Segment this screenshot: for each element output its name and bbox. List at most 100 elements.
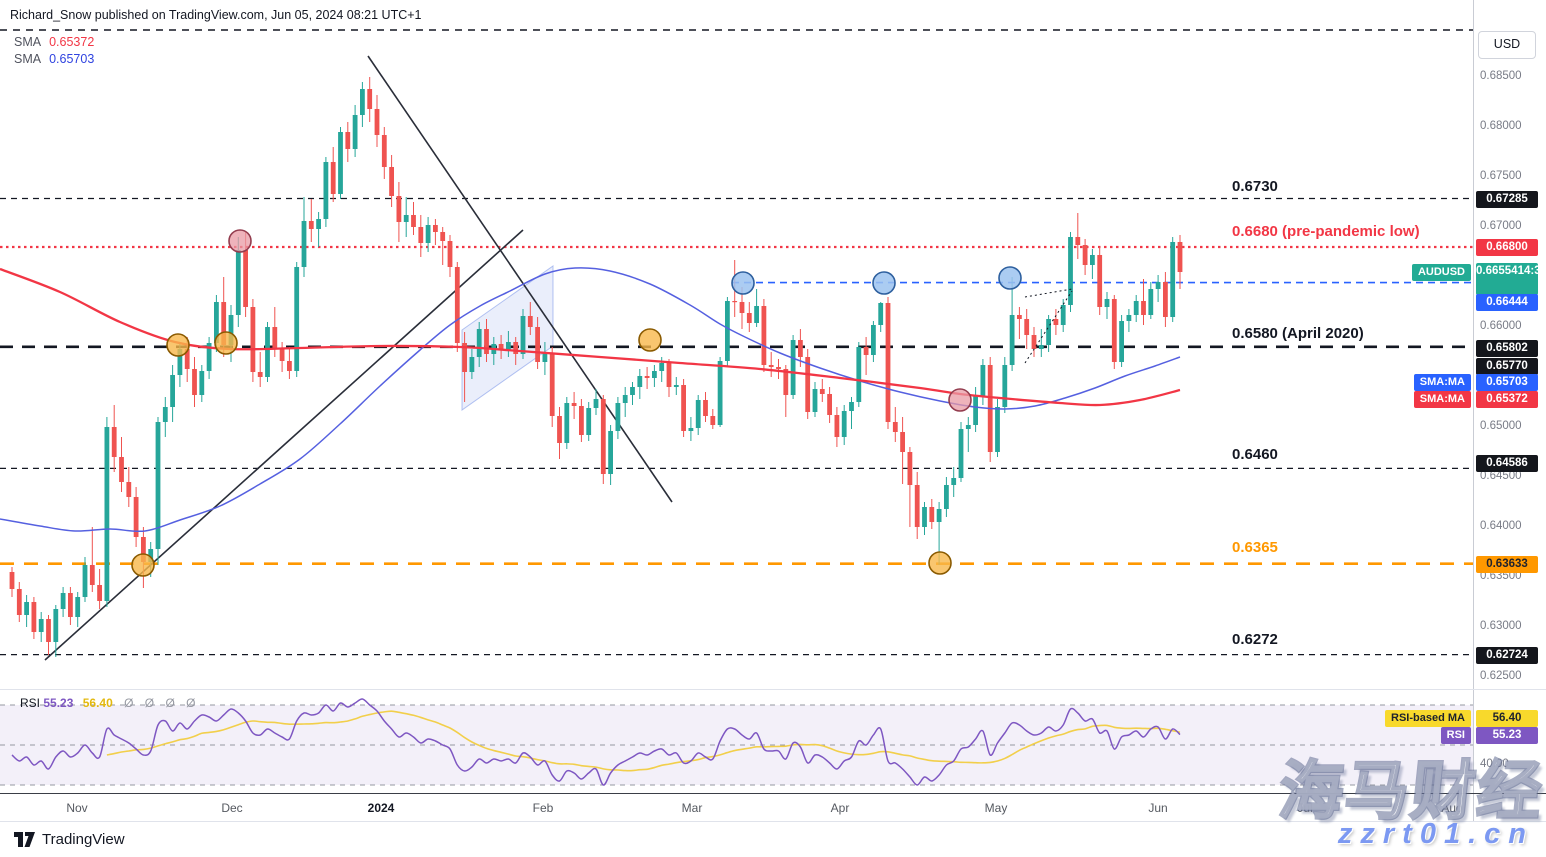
series-tag-SMA:MA: SMA:MA (1413, 374, 1471, 391)
candle-body (89, 565, 95, 585)
candle-body (520, 316, 526, 354)
month-label-May: May (984, 801, 1008, 815)
candle-body (308, 221, 314, 229)
rsi-ma-line (106, 710, 1181, 772)
candle-body (454, 267, 460, 343)
candle-body (936, 509, 942, 522)
axis-badge-0.65770: 0.65770 (1476, 358, 1538, 375)
candle-body (53, 609, 59, 642)
candle-body (608, 431, 613, 474)
tradingview-logo-icon (14, 832, 35, 847)
month-label-Jun: Jun (1148, 801, 1168, 815)
candle-body (841, 411, 847, 437)
badge-price: 0.63633 (1486, 558, 1528, 570)
axis-badge-0.66444: 0.66444 (1476, 294, 1538, 311)
month-label-2024: 2024 (367, 801, 395, 815)
candle-body (31, 602, 37, 632)
candle-body (170, 375, 175, 407)
trendline-1 (44, 229, 524, 661)
series-tag-SMA:MA: SMA:MA (1413, 391, 1471, 408)
candle-body (301, 221, 307, 267)
event-circle-orange (166, 333, 190, 357)
candle-body (703, 400, 708, 416)
candle-body (1097, 255, 1103, 307)
currency-unit-button[interactable]: USD (1478, 31, 1536, 59)
rsi-value: 55.23 (43, 696, 74, 710)
sma1-label: SMA (14, 35, 42, 49)
candle-body (97, 585, 102, 601)
candle-body (1060, 305, 1066, 325)
candle-body (24, 602, 29, 615)
candle-body (579, 406, 584, 435)
candle-body (374, 109, 380, 135)
axis-badge-0.66554: 0.6655414:38:41 (1476, 263, 1546, 295)
price-tick-0.62500: 0.62500 (1480, 670, 1522, 682)
badge-price: 0.66800 (1486, 241, 1528, 253)
axis-badge-0.67285: 0.67285 (1476, 191, 1538, 208)
axis-badge-0.65372: 0.65372 (1476, 391, 1538, 408)
candle-body (184, 349, 190, 369)
candle-body (367, 89, 373, 109)
price-tick-0.63500: 0.63500 (1480, 570, 1522, 582)
candle-body (593, 399, 599, 408)
indicator-legend[interactable]: SMA 0.65372 SMA 0.65703 (14, 34, 94, 68)
sma2-value: 0.65703 (49, 52, 95, 66)
candle-body (768, 365, 774, 367)
sma-legend-row-1: SMA 0.65372 (14, 34, 94, 51)
candle-body (695, 400, 701, 428)
candle-body (104, 427, 110, 601)
candle-body (316, 219, 321, 229)
panel-separator[interactable] (0, 689, 1546, 690)
tradingview-logo[interactable]: TradingView (14, 831, 125, 848)
candle-body (411, 215, 416, 227)
candle-body (995, 407, 1000, 452)
candle-body (330, 162, 336, 194)
candle-body (914, 485, 920, 527)
candle-body (819, 389, 825, 394)
candle-body (1017, 315, 1022, 319)
candle-body (155, 422, 161, 549)
month-label-Dec: Dec (221, 801, 243, 815)
candle-body (951, 478, 957, 485)
candle-body (141, 537, 146, 562)
rsi-legend[interactable]: RSI 55.23 56.40 Ø Ø Ø Ø (20, 696, 199, 710)
candle-body (798, 340, 803, 357)
price-axis-border (1473, 0, 1474, 822)
candle-body (403, 215, 409, 222)
candle-body (265, 327, 270, 377)
candle-body (754, 306, 759, 323)
candle-body (68, 593, 73, 617)
candle-body (790, 340, 796, 395)
badge-price: 0.65802 (1486, 342, 1528, 354)
axis-badge-55.23: 55.23 (1476, 727, 1538, 744)
candle-body (878, 303, 884, 325)
chart-canvas[interactable] (0, 0, 1546, 822)
badge-price: 0.65372 (1486, 393, 1528, 405)
candle-body (681, 385, 686, 431)
candle-body (433, 225, 438, 232)
candle-body (294, 267, 300, 371)
event-circle-blue (872, 271, 896, 295)
badge-price: 0.66554 (1476, 265, 1518, 277)
candle-body (1090, 255, 1095, 265)
month-label-Aug: Aug (1441, 801, 1463, 815)
candle-body (746, 313, 752, 323)
event-circle-orange (131, 553, 155, 577)
candle-body (885, 303, 891, 422)
event-circle-blue (998, 266, 1022, 290)
candle-body (228, 315, 234, 345)
event-circle-blue (731, 271, 755, 295)
candle-body (1002, 365, 1008, 407)
axis-badge-0.64586: 0.64586 (1476, 455, 1538, 472)
candle-body (389, 167, 394, 196)
badge-price: 56.40 (1492, 712, 1522, 724)
pennant-line-2 (1024, 290, 1073, 364)
candle-body (352, 115, 358, 149)
candle-body (783, 369, 789, 395)
candle-body (133, 497, 139, 537)
candle-body (666, 363, 672, 387)
candle-body (1170, 242, 1176, 317)
candle-body (965, 425, 971, 429)
time-axis[interactable]: Nov Dec 2024 Feb Mar Apr May Jun Jul Aug (0, 793, 1546, 822)
